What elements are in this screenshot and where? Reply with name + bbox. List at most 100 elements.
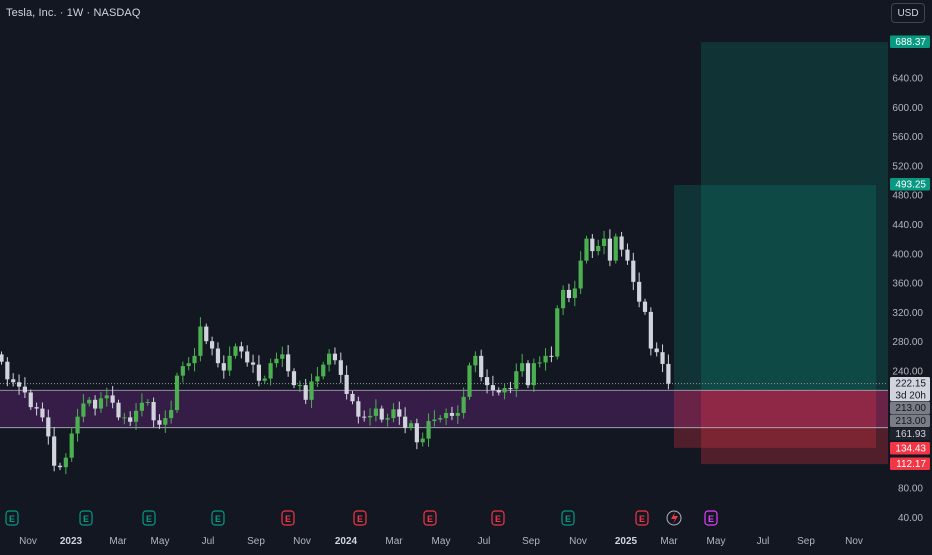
price-axis-label-value: 222.15 xyxy=(895,379,926,390)
earnings-event-icon[interactable]: E xyxy=(5,510,19,526)
candle-body xyxy=(245,351,250,363)
x-axis-tick-label: Mar xyxy=(385,536,403,547)
candle-body xyxy=(403,416,408,428)
candle-body xyxy=(98,398,104,409)
y-axis-tick-label: 360.00 xyxy=(892,279,923,290)
earnings-event-box xyxy=(353,510,367,526)
candle-body xyxy=(262,378,267,381)
candle-body xyxy=(180,366,185,376)
x-axis-tick-label: Nov xyxy=(569,536,587,547)
y-axis-tick-label: 280.00 xyxy=(892,337,923,348)
price-axis-label-value: 161.93 xyxy=(895,429,926,440)
candle-body xyxy=(321,364,326,377)
price-axis-label-bg xyxy=(890,442,930,455)
candle-body xyxy=(397,409,402,417)
earnings-event-icon[interactable]: E xyxy=(561,510,575,526)
candle-body xyxy=(157,420,162,425)
earnings-event-icon[interactable]: E xyxy=(704,510,718,526)
candle-body xyxy=(145,401,150,403)
earnings-event-box xyxy=(79,510,93,526)
earnings-event-icon[interactable]: E xyxy=(211,510,225,526)
candle-body xyxy=(93,399,98,409)
candle-body xyxy=(356,401,361,417)
candle-body xyxy=(280,354,285,359)
earnings-event-icon[interactable]: E xyxy=(423,510,437,526)
price-axis-label-bg xyxy=(890,414,930,427)
candle-body xyxy=(122,417,127,419)
price-axis-label-bg xyxy=(890,457,930,470)
price-axis-label-value: 213.00 xyxy=(895,416,926,427)
candle-body xyxy=(338,360,343,375)
candle-body xyxy=(63,457,68,468)
price-axis-label-bg xyxy=(890,401,930,414)
earnings-event-box xyxy=(211,510,225,526)
candle-body xyxy=(40,408,45,418)
candle-body xyxy=(139,402,144,411)
y-axis-tick-label: 640.00 xyxy=(892,74,923,85)
earnings-event-icon[interactable]: E xyxy=(635,510,649,526)
candle-body xyxy=(204,326,209,342)
x-axis-tick-label: Jul xyxy=(202,536,215,547)
candle-body xyxy=(537,362,542,364)
candle-body xyxy=(169,410,174,419)
symbol-title: Tesla, Inc. · 1W · NASDAQ xyxy=(6,7,141,19)
y-axis-tick-label: 320.00 xyxy=(892,308,923,319)
candle-body xyxy=(174,375,180,411)
earnings-event-label: E xyxy=(565,514,571,524)
candle-body xyxy=(57,465,63,468)
split-event-icon[interactable] xyxy=(666,510,682,526)
y-axis-tick-label: 40.00 xyxy=(898,513,923,524)
candle-body xyxy=(660,352,665,364)
earnings-event-icon[interactable]: E xyxy=(79,510,93,526)
candle-body xyxy=(549,355,554,357)
price-axis-label: 161.93 xyxy=(890,427,930,440)
earnings-event-box xyxy=(561,510,575,526)
currency-button[interactable]: USD xyxy=(891,3,925,23)
candle-body xyxy=(373,408,378,416)
long-position-profit-zone xyxy=(674,184,876,391)
candle-body xyxy=(0,354,4,362)
candle-body xyxy=(69,433,74,458)
candle-body xyxy=(566,289,572,298)
candle-body xyxy=(455,412,460,416)
candle-body xyxy=(408,423,414,428)
earnings-event-box xyxy=(704,510,718,526)
earnings-event-label: E xyxy=(639,514,645,524)
earnings-event-box xyxy=(281,510,295,526)
y-axis-tick-label: 560.00 xyxy=(892,132,923,143)
candle-body xyxy=(303,385,308,400)
earnings-event-box xyxy=(5,510,19,526)
y-axis-tick-label: 480.00 xyxy=(892,191,923,202)
candle-body xyxy=(46,417,51,437)
candle-body xyxy=(286,354,291,372)
candle-body xyxy=(502,388,507,393)
candle-body xyxy=(227,355,232,371)
candle-body xyxy=(543,355,548,363)
candle-body xyxy=(496,390,501,393)
candle-body xyxy=(578,260,583,289)
candle-body xyxy=(666,363,671,384)
y-axis-tick-label: 80.00 xyxy=(898,484,923,495)
earnings-event-icon[interactable]: E xyxy=(491,510,505,526)
x-axis-tick-label: Nov xyxy=(845,536,863,547)
candle-body xyxy=(210,341,215,349)
candle-body xyxy=(16,382,22,387)
candle-body xyxy=(163,418,168,425)
candle-body xyxy=(274,358,279,364)
earnings-event-label: E xyxy=(9,514,15,524)
candle-body xyxy=(315,376,320,382)
y-axis-tick-label: 440.00 xyxy=(892,220,923,231)
candle-body xyxy=(625,249,630,261)
candle-body xyxy=(473,355,478,366)
earnings-event-icon[interactable]: E xyxy=(281,510,295,526)
candle-body xyxy=(432,419,437,422)
y-axis-tick-label: 520.00 xyxy=(892,161,923,172)
candle-body xyxy=(52,436,57,466)
earnings-event-icon[interactable]: E xyxy=(353,510,367,526)
earnings-event-icon[interactable]: E xyxy=(142,510,156,526)
candle-body xyxy=(637,281,642,302)
candle-body xyxy=(5,361,10,380)
candle-body xyxy=(104,395,109,399)
